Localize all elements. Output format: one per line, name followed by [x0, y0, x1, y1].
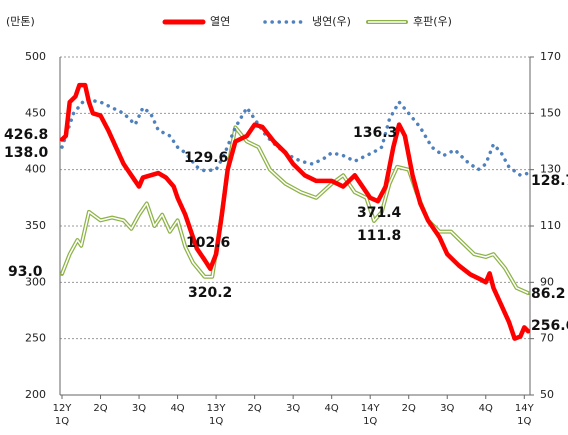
- y2-tick-label: 50: [540, 388, 554, 401]
- series-line: [60, 97, 530, 178]
- annotation: 256.6: [531, 318, 568, 334]
- unit-label: (만톤): [6, 15, 35, 28]
- x-tick-label: 2Q: [93, 403, 108, 414]
- legend-label: 열연: [210, 15, 230, 28]
- x-tick-label: 2Q: [247, 403, 262, 414]
- x-tick-label: 13Y 1Q: [206, 403, 226, 427]
- series-line: [59, 82, 531, 341]
- y-tick-label: 450: [25, 106, 46, 119]
- y-tick-label: 300: [25, 275, 46, 288]
- x-tick-label: 4Q: [170, 403, 185, 414]
- legend-label: 냉연(우): [312, 15, 351, 28]
- annotation: 102.6: [186, 235, 230, 251]
- annotation: 86.2: [531, 286, 566, 302]
- y-tick-label: 400: [25, 163, 46, 176]
- x-tick-label: 4Q: [324, 403, 339, 414]
- y-tick-label: 200: [25, 388, 46, 401]
- x-tick-label: 14Y 1Q: [360, 403, 380, 427]
- y2-tick-label: 170: [540, 50, 561, 63]
- y-tick-label: 350: [25, 219, 46, 232]
- x-tick-label: 12Y 1Q: [52, 403, 72, 427]
- annotation: 426.8: [4, 127, 48, 143]
- y2-tick-label: 90: [540, 275, 554, 288]
- y-tick-label: 500: [25, 50, 46, 63]
- annotation: 371.4: [357, 205, 402, 221]
- y2-tick-label: 110: [540, 219, 561, 232]
- x-tick-label: 14Y 1Q: [514, 403, 534, 427]
- annotation: 111.8: [357, 228, 401, 244]
- x-tick-label: 2Q: [401, 403, 416, 414]
- annotation: 136.3: [353, 125, 397, 141]
- y2-tick-label: 150: [540, 106, 561, 119]
- annotation: 93.0: [8, 264, 43, 280]
- annotation: 138.0: [4, 145, 49, 161]
- annotation: 128.7: [531, 173, 568, 189]
- legend-label: 후판(우): [413, 15, 452, 28]
- series-line-inner: [61, 126, 529, 294]
- y2-tick-label: 130: [540, 163, 561, 176]
- y-tick-label: 250: [25, 332, 46, 345]
- annotation: 320.2: [188, 285, 232, 301]
- y2-tick-label: 70: [540, 332, 554, 345]
- x-tick-label: 3Q: [286, 403, 301, 414]
- annotation: 129.6: [184, 150, 228, 166]
- x-tick-label: 4Q: [478, 403, 493, 414]
- x-tick-label: 3Q: [131, 403, 147, 414]
- x-tick-label: 3Q: [440, 403, 455, 414]
